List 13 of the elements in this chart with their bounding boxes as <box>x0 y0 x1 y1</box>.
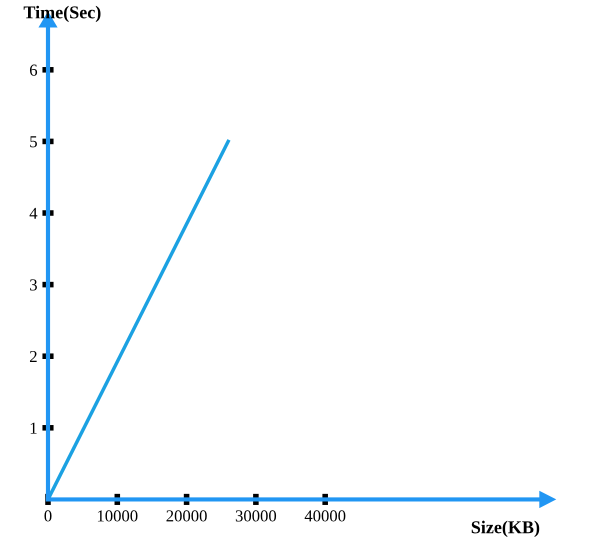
y-tick-label: 4 <box>30 208 38 219</box>
y-tick-label: 1 <box>30 422 37 434</box>
x-tick-label: 10000 <box>98 510 138 522</box>
y-tick-label: 2 <box>30 350 37 362</box>
x-axis-title: Size(KB) <box>472 520 540 537</box>
x-tick-label: 20000 <box>166 510 207 522</box>
y-axis-title: Time(Sec) <box>24 6 100 22</box>
y-tick-label: 5 <box>30 136 37 148</box>
x-tick-label: 40000 <box>304 510 346 522</box>
x-tick-label: 30000 <box>236 510 276 522</box>
x-tick-label: 0 <box>44 510 52 522</box>
y-tick-label: 6 <box>30 64 38 76</box>
y-tick-label: 3 <box>30 279 37 291</box>
